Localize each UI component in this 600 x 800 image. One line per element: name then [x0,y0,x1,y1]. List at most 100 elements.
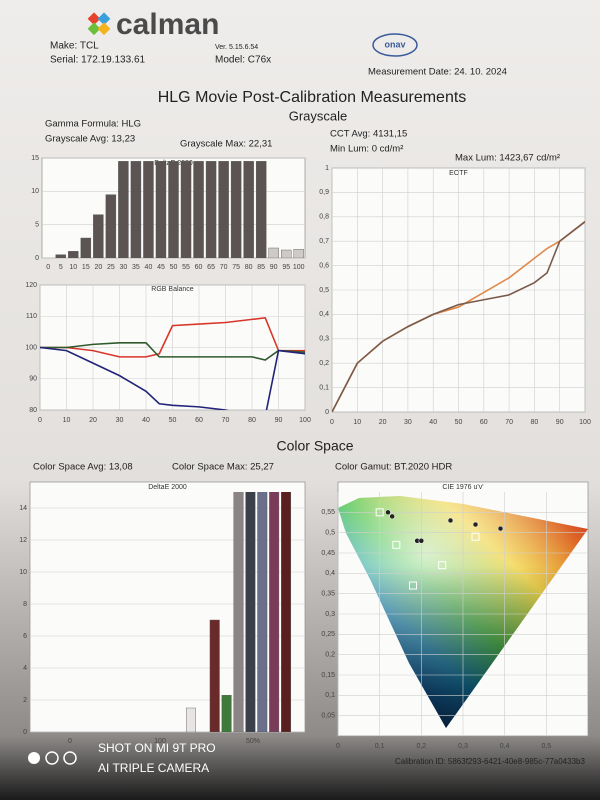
report-title: HLG Movie Post-Calibration Measurements [158,89,467,106]
plot-marks [375,508,504,590]
bar [269,492,280,732]
x-tick-label: 100 [293,264,305,271]
bar [105,194,117,258]
y-tick-label: 0,1 [325,692,335,699]
logo: calman [116,8,219,41]
y-tick-label: 0,1 [319,384,329,391]
x-tick-label: 85 [257,264,265,271]
bar [93,214,104,258]
watermark-dot [63,751,77,765]
y-tick-label: 8 [23,601,27,608]
bar [55,254,66,258]
grayscale-avg: Grayscale Avg: 13,23 [45,134,135,145]
bar [205,161,217,258]
x-tick-label: 50 [170,264,178,271]
y-tick-label: 12 [19,537,27,544]
y-tick-label: 0,8 [319,214,329,221]
x-tick-label: 0 [46,264,50,271]
min-lum: Min Lum: 0 cd/m² [330,144,403,155]
target-point [392,540,401,549]
y-tick-label: 0,05 [321,713,335,720]
bar [80,237,92,258]
line [40,316,305,358]
y-tick-label: 0,2 [325,652,335,659]
x-tick-label: 40 [142,417,150,424]
y-tick-label: 0,4 [319,311,329,318]
color-space-avg: Color Space Avg: 13,08 [33,462,133,473]
x-tick-label: 10 [63,417,71,424]
watermark: SHOT ON MI 9T PRO [98,741,216,755]
x-tick-label: 70 [505,419,513,426]
y-tick-label: 14 [19,505,27,512]
y-tick-label: 0,6 [319,262,329,269]
grayscale-max: Grayscale Max: 22,31 [180,139,272,150]
plot-marks [332,221,585,412]
bar [293,249,304,258]
y-tick-label: 15 [31,155,39,162]
badge-ring [372,33,418,57]
line [40,346,305,410]
x-tick-label: 20 [89,417,97,424]
x-tick-label: 100 [579,419,591,426]
x-tick-label: 0 [336,743,340,750]
measured-point [472,521,479,528]
y-tick-label: 0,55 [321,509,335,516]
x-tick-label: 30 [120,264,128,271]
x-tick-label: 0 [330,419,334,426]
x-tick-label: 80 [245,264,253,271]
x-tick-label: 70 [222,417,230,424]
bar [193,161,204,258]
calibration-id: Calibration ID: 5863f293-6421-40e8-985c-… [395,757,585,766]
bar [233,492,244,732]
target-point [438,561,447,570]
section-heading: Color Space [276,438,353,454]
x-tick-label: 90 [556,419,564,426]
y-tick-label: 1 [325,165,329,172]
x-tick-label: 50 [169,417,177,424]
bar [257,492,268,732]
bar [185,707,196,732]
bar [209,619,220,732]
y-tick-label: 0,4 [325,570,335,577]
date: Measurement Date: 24. 10. 2024 [368,67,507,78]
color-gamut: Color Gamut: BT.2020 HDR [335,462,452,473]
bar [255,161,267,258]
x-tick-label: 75 [232,264,240,271]
bar [281,492,292,732]
target-point [375,508,384,517]
serial: Serial: 172.19.133.61 [50,55,146,66]
y-tick-label: 0 [23,729,27,736]
model: Model: C76x [215,55,271,66]
x-tick-label: 20 [379,419,387,426]
y-tick-label: 0,15 [321,672,335,679]
y-tick-label: 5 [35,222,39,229]
x-tick-label: 0,2 [416,743,426,750]
x-tick-label: 30 [404,419,412,426]
y-tick-label: 0,3 [325,611,335,618]
x-tick-label: 30 [116,417,124,424]
y-tick-label: 0,45 [321,550,335,557]
y-tick-label: 0,5 [319,287,329,294]
x-tick-label: 10 [353,419,361,426]
measured-point [418,538,425,544]
watermark-dot [28,752,40,764]
bar [218,161,229,258]
x-tick-label: 80 [248,417,256,424]
x-tick-label: 70 [220,264,228,271]
x-tick-label: 90 [270,264,278,271]
plot-marks [185,492,292,732]
x-tick-label: 5 [59,264,63,271]
color-space-max: Color Space Max: 25,27 [172,462,274,473]
x-tick-label: 45 [157,264,165,271]
x-tick-label: 55 [182,264,190,271]
x-tick-label: 80 [531,419,539,426]
x-label: 50% [246,738,260,745]
y-tick-label: 0,2 [319,360,329,367]
x-tick-label: 10 [69,264,77,271]
x-tick-label: 0,3 [458,743,468,750]
bar [180,161,192,258]
x-tick-label: 15 [82,264,90,271]
bar [243,161,254,258]
